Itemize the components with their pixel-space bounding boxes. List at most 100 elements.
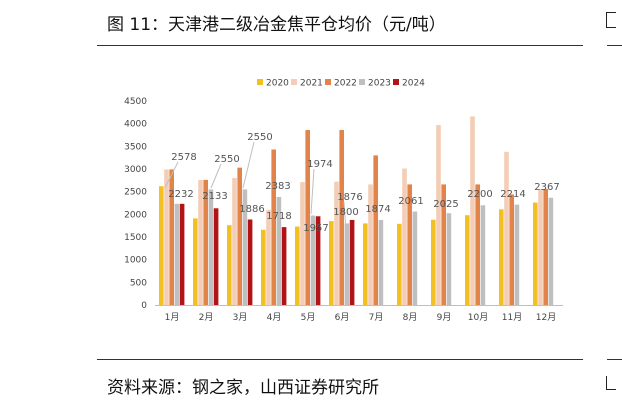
data-label: 2550 [214,154,239,165]
data-label: 1957 [303,223,328,234]
x-tick-label: 4月 [267,312,282,323]
bar-2023-2 [208,189,214,305]
bar-2023-6 [344,223,350,305]
bar-2020-2 [193,218,198,305]
bar-2021-1 [164,169,169,305]
source-note: 资料来源：钢之家，山西证券研究所 [107,378,379,398]
data-label: 1876 [337,192,362,203]
bar-2021-8 [402,168,407,305]
y-tick-label: 1000 [124,256,147,266]
bar-2022-9 [441,184,446,305]
data-label: 2232 [168,189,193,200]
title-rule [97,45,583,46]
x-tick-label: 3月 [233,312,248,323]
data-label: 1874 [365,204,390,215]
bar-2021-9 [436,125,441,305]
data-label-leader [343,201,347,232]
data-label: 2061 [398,196,423,207]
x-tick-label: 8月 [403,312,418,323]
y-tick-label: 500 [130,278,147,288]
bar-2023-9 [446,213,452,305]
data-label-leader [210,163,222,189]
bar-2021-6 [334,181,339,305]
legend-label: 2023 [368,79,391,89]
bar-2022-5 [305,130,310,305]
x-tick-label: 11月 [502,312,522,323]
legend-swatch-2023 [359,79,365,85]
bar-2022-12 [543,188,548,305]
bar-2020-3 [227,225,232,305]
bar-2023-11 [514,204,520,305]
legend-swatch-2021 [291,79,297,85]
bar-2023-8 [412,211,418,305]
bar-2021-4 [266,209,271,305]
bar-2024-6 [349,219,355,305]
x-tick-label: 1月 [165,312,180,323]
bar-2022-3 [237,167,242,305]
x-tick-label: 12月 [536,312,556,323]
data-label: 2383 [265,181,290,192]
data-label-leader [164,161,179,189]
bar-2020-11 [499,209,504,305]
y-tick-label: 4000 [124,120,147,130]
legend-label: 2021 [300,79,323,89]
bar-2022-8 [407,184,412,305]
bar-2020-6 [329,221,334,305]
bar-2020-12 [533,202,538,305]
legend-swatch-2020 [257,79,263,85]
bar-2023-3 [242,189,248,305]
y-tick-label: 3000 [124,165,147,175]
bar-2023-4 [276,196,282,305]
x-tick-label: 10月 [468,312,488,323]
bar-2022-1 [169,169,174,305]
y-tick-label: 2500 [124,188,147,198]
data-label: 1718 [266,211,291,222]
bar-2023-5 [310,215,316,305]
x-tick-label: 7月 [369,312,384,323]
data-label: 2133 [202,191,227,202]
legend-swatch-2024 [393,79,399,85]
bar-2021-11 [504,151,509,305]
y-tick-label: 3500 [124,142,147,152]
y-tick-label: 1500 [124,233,147,243]
bar-2020-9 [431,219,436,305]
data-label-leader [310,168,315,215]
next-figure-rule-bottom [607,359,622,360]
bar-2023-12 [548,197,554,305]
next-figure-rule-top [607,45,622,46]
next-figure-fragment [606,12,616,28]
bar-2020-5 [295,226,300,305]
y-tick-label: 4500 [124,97,147,107]
x-tick-label: 6月 [335,312,350,323]
bar-2022-10 [475,184,480,305]
x-tick-label: 9月 [437,312,452,323]
legend-label: 2024 [402,79,425,89]
bar-2024-1 [179,203,185,305]
legend-label: 2022 [334,79,357,89]
bar-2022-6 [339,130,344,305]
bar-2023-7 [378,220,384,305]
source-rule [97,359,583,360]
data-label: 1974 [307,159,332,170]
bar-2023-10 [480,205,486,305]
bar-2021-5 [300,182,305,305]
bar-2021-12 [538,188,543,305]
bar-2023-1 [174,203,180,305]
bar-2022-2 [203,179,208,305]
bar-2020-4 [261,229,266,305]
bar-2020-10 [465,215,470,305]
x-tick-label: 2月 [199,312,214,323]
legend-label: 2020 [266,79,289,89]
bar-2022-4 [271,149,276,305]
chart-title: 图 11：天津港二级冶金焦平仓均价（元/吨） [107,15,446,35]
data-label: 2025 [433,199,458,210]
bar-2020-1 [159,186,164,305]
bar-2024-3 [247,219,253,305]
bar-2020-8 [397,223,402,305]
y-tick-label: 2000 [124,210,147,220]
bar-2021-2 [198,179,203,305]
data-label: 1800 [333,207,358,218]
data-label: 2200 [467,189,492,200]
bar-2024-2 [213,208,219,305]
legend-swatch-2022 [325,79,331,85]
